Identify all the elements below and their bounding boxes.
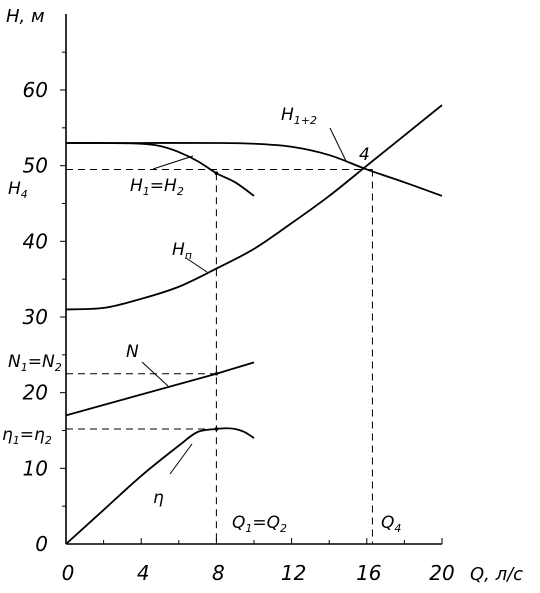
series-line-3 [65, 361, 255, 417]
label-h4-part: H [8, 179, 21, 199]
y-axis-label: H, м [6, 6, 45, 27]
leader-hp [185, 257, 208, 273]
x-tick-label: 12 [281, 561, 306, 585]
label-q1q2-part: =Q [252, 513, 280, 533]
y-tick-label: 50 [23, 154, 48, 178]
y-tick-label: 40 [23, 229, 48, 253]
leader-h12 [329, 127, 347, 162]
label-h12-part: H [281, 105, 294, 125]
label-n: N [126, 342, 139, 362]
label-h4-part: 4 [21, 188, 28, 201]
label-q1q2-part: 2 [280, 522, 287, 535]
x-tick-label: 4 [137, 561, 150, 585]
label-point-4: 4 [359, 145, 370, 165]
label-n1n2: N1=N2 [8, 352, 62, 374]
label-eta1eta2: η1=η2 [2, 425, 52, 447]
curves [65, 104, 443, 545]
label-eta1eta2-part: 1 [13, 434, 20, 447]
marker-h-point [214, 171, 219, 176]
leader-h1h2 [152, 155, 194, 170]
label-h1h2-part: H [130, 176, 143, 196]
label-hp: Hп [172, 240, 192, 262]
label-eta1eta2-part: 2 [45, 434, 52, 447]
label-q4-part: Q [381, 513, 394, 533]
y-tick-label: 0 [35, 532, 48, 556]
label-q1q2: Q1=Q2 [232, 513, 287, 535]
leader-eta [169, 443, 193, 475]
axes [60, 14, 443, 545]
label-hp-part: п [185, 249, 192, 262]
marker-eta-point [214, 427, 219, 431]
x-tick-label: 16 [356, 561, 381, 585]
label-n1n2-part: 1 [21, 361, 28, 374]
y-tick-label: 60 [23, 78, 48, 102]
label-h1h2-part: =H [150, 176, 177, 196]
series-line-2 [65, 104, 443, 311]
label-h1h2-part: 1 [143, 185, 150, 198]
label-h1h2: H1=H2 [130, 176, 184, 198]
label-eta1eta2-part: η [2, 425, 13, 445]
y-tick-label: 20 [23, 381, 48, 405]
label-n1n2-part: =N [28, 352, 55, 372]
label-hp-part: H [172, 240, 185, 260]
x-tick-label: 0 [62, 561, 75, 585]
series-line-1 [65, 142, 443, 197]
leader-lines [141, 127, 347, 475]
x-tick-label: 8 [212, 561, 225, 585]
label-q1q2-part: 1 [245, 522, 252, 535]
y-tick-label: 10 [23, 456, 48, 480]
x-tick-label: 20 [429, 561, 454, 585]
label-h12: H1+2 [281, 105, 317, 127]
label-q1q2-part: Q [232, 513, 245, 533]
y-tick-label: 30 [23, 305, 48, 329]
label-q4-part: 4 [394, 522, 401, 535]
label-h4: H4 [8, 179, 28, 201]
guide-lines [66, 168, 373, 544]
label-eta: η [153, 488, 164, 508]
label-h1h2-part: 2 [177, 185, 184, 198]
marker-n-point [214, 371, 219, 376]
label-n1n2-part: N [8, 352, 21, 372]
leader-n [141, 361, 169, 387]
x-axis-label: Q, л/с [470, 564, 523, 585]
label-n1n2-part: 2 [55, 361, 62, 374]
label-q4: Q4 [381, 513, 401, 535]
label-eta1eta2-part: =η [20, 425, 45, 445]
label-h12-part: 1+2 [294, 114, 317, 127]
series-line-4 [65, 427, 255, 545]
